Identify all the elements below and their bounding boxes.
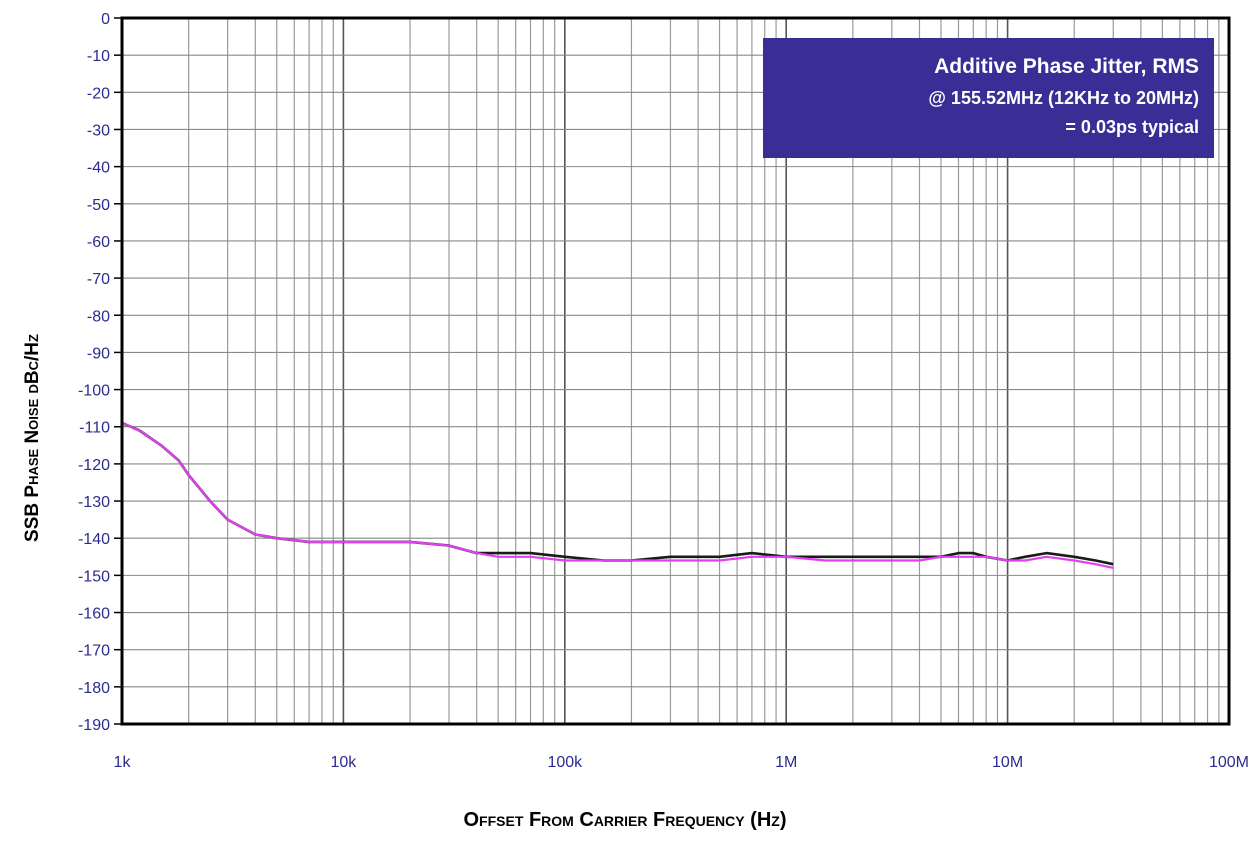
y-tick-label: -170 (78, 643, 110, 660)
annotation-line-2: @ 155.52MHz (12KHz to 20MHz) (928, 88, 1199, 108)
y-tick-label: -50 (87, 197, 110, 214)
y-tick-label: -60 (87, 234, 110, 251)
y-tick-label: -80 (87, 308, 110, 325)
y-tick-label: -20 (87, 85, 110, 102)
y-tick-label: -90 (87, 345, 110, 362)
y-tick-label: -40 (87, 160, 110, 177)
annotation-line-1: Additive Phase Jitter, RMS (934, 55, 1199, 78)
y-tick-label: -10 (87, 48, 110, 65)
x-tick-labels: 1k 10k 100k 1M 10M 100M (114, 754, 1249, 771)
y-tick-label: -110 (79, 420, 110, 437)
grid (121, 17, 1229, 725)
y-tick-label: -120 (78, 457, 110, 474)
y-tick-label: -160 (78, 606, 110, 623)
y-tick-label: -100 (78, 383, 110, 400)
plot-frame (120, 16, 1231, 726)
y-tick-label: 0 (101, 11, 110, 28)
x-tick-label: 100k (547, 754, 583, 771)
annotation-line-3: = 0.03ps typical (1065, 117, 1199, 137)
y-tick-label: -190 (78, 717, 110, 734)
annotation-box: Additive Phase Jitter, RMS @ 155.52MHz (… (763, 38, 1214, 158)
x-tick-label: 10M (992, 754, 1023, 771)
y-tick-label: -150 (78, 568, 110, 585)
x-axis-title: Offset From Carrier Frequency (Hz) (464, 809, 787, 831)
y-tick-label: -130 (78, 494, 110, 511)
y-tick-labels: 0 -10 -20 -30 -40 -50 -60 -70 -80 -90 -100 -110 -120… (78, 11, 122, 734)
x-tick-label: 10k (331, 754, 358, 771)
annotation-background (763, 38, 1214, 158)
y-tick-label: -30 (87, 122, 110, 139)
y-axis-title: SSB Phase Noise dBc/Hz (22, 334, 43, 542)
x-tick-label: 100M (1209, 754, 1249, 771)
series-lines (121, 421, 1114, 569)
x-tick-label: 1k (114, 754, 132, 771)
x-tick-label: 1M (775, 754, 797, 771)
y-tick-label: -70 (87, 271, 110, 288)
y-tick-label: -140 (78, 531, 110, 548)
series-line-magenta (121, 421, 1114, 569)
y-tick-label: -180 (78, 680, 110, 697)
